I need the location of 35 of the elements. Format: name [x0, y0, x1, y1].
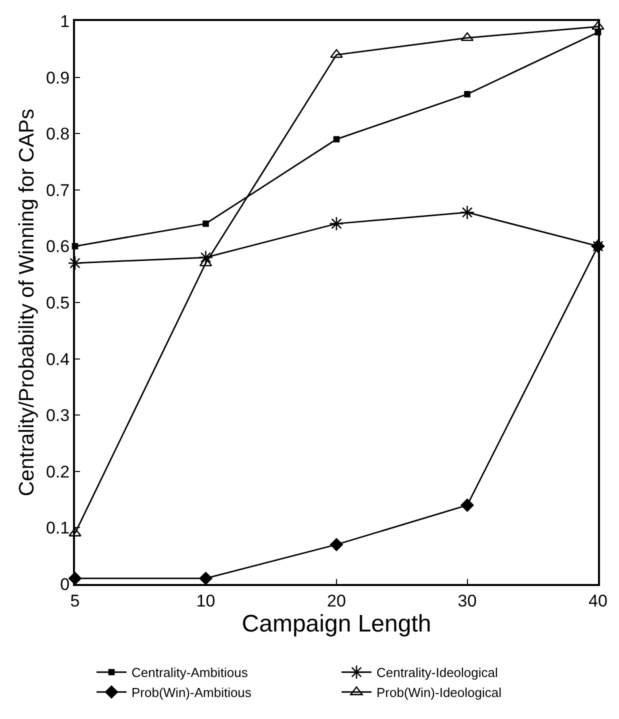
y-tick-label: 0.1: [46, 518, 70, 538]
legend-label: Centrality-Ambitious: [132, 665, 248, 680]
point: [464, 91, 470, 98]
point: [330, 538, 343, 552]
y-tick-label: 0.4: [46, 350, 70, 369]
y-tick-label: 0.6: [46, 237, 70, 256]
point: [68, 256, 82, 270]
point: [460, 32, 474, 42]
y-tick-label: 0.9: [46, 68, 70, 88]
point: [333, 136, 340, 142]
x-tick-label: 20: [327, 591, 346, 610]
x-axis-title: Campaign Length: [242, 610, 432, 638]
x-tick-label: 40: [588, 591, 608, 610]
point: [460, 205, 474, 220]
y-tick-label: 0.5: [46, 293, 70, 312]
legend-label: Centrality-Ideological: [376, 665, 498, 680]
y-tick-label: 0.2: [46, 462, 70, 482]
point: [592, 20, 604, 30]
point: [329, 216, 344, 231]
point: [460, 498, 474, 512]
point: [199, 257, 212, 266]
point: [202, 220, 209, 227]
x-tick-label: 30: [458, 591, 477, 610]
x-tick-label: 10: [196, 591, 216, 610]
y-tick-label: 0: [60, 574, 70, 594]
y-tick-label: 0.3: [46, 406, 70, 426]
y-tick-label: 1: [60, 12, 70, 31]
y-tick-label: 0.8: [46, 124, 70, 144]
point: [199, 572, 212, 585]
y-tick-label: 0.7: [46, 180, 70, 200]
y-axis-title: Centrality/Probability of Winning for CAPs: [16, 108, 39, 496]
point: [198, 250, 213, 265]
legend-label: Prob(Win)-Ideological: [376, 685, 502, 700]
legend-label: Prob(Win)-Ambitious: [132, 685, 252, 700]
x-tick-label: 5: [70, 591, 80, 610]
